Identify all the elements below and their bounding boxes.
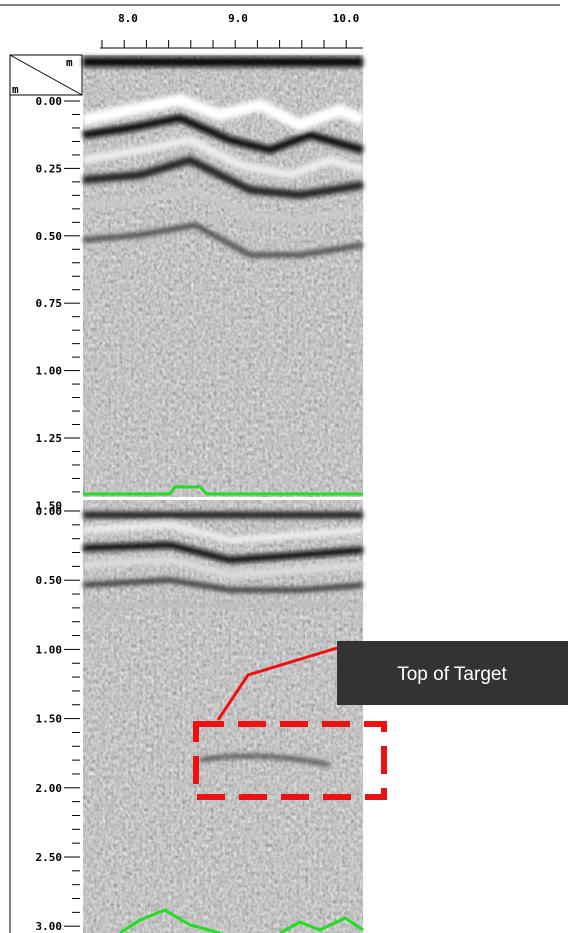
depth-label: 1.00 (36, 365, 63, 378)
upper-radargram (83, 55, 363, 497)
depth-label: 0.50 (36, 230, 63, 243)
depth-label: 3.00 (36, 920, 63, 933)
top-axis-label: 8.0 (118, 12, 138, 25)
top-axis-label: 9.0 (228, 12, 248, 25)
depth-label: 1.50 (36, 713, 63, 726)
top-ticks: 8.0 9.0 10.0 (102, 12, 359, 48)
depth-label: 1.25 (36, 432, 63, 445)
depth-label: 1.00 (36, 643, 63, 656)
depth-label: 2.00 (36, 782, 63, 795)
depth-label: 0.75 (36, 297, 63, 310)
depth-label: 0.25 (36, 162, 63, 175)
depth-label: 2.50 (36, 851, 63, 864)
lower-radargram (83, 500, 363, 933)
depth-ruler: 0.00 0.25 0.50 0.75 1.00 1.25 1.50 0.00 0.50 1.00… (36, 95, 81, 933)
depth-label: 0.00 (36, 95, 63, 108)
top-axis-label: 10.0 (333, 12, 360, 25)
radargram-screenshot: 8.09.010.0 m m 0.000.250.5 (0, 0, 568, 933)
corner-top-unit: m (66, 56, 73, 69)
depth-label: 0.50 (36, 574, 63, 587)
annotation-text: Top of Target (397, 664, 507, 685)
depth-label: 0.00 (36, 505, 63, 518)
corner-left-unit: m (12, 83, 19, 96)
